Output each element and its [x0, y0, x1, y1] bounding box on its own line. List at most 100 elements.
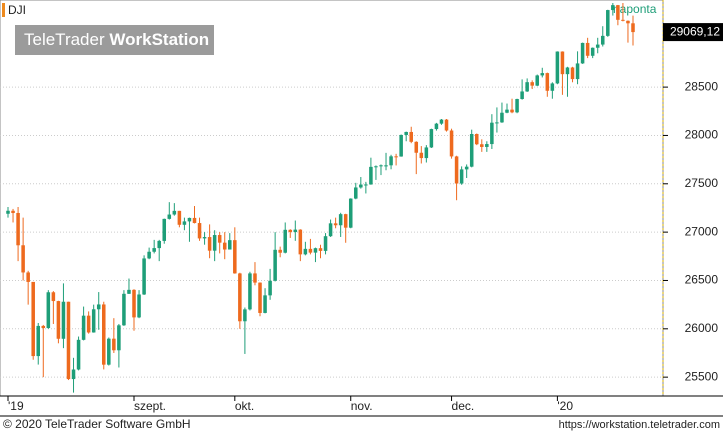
- candle-body: [157, 240, 161, 249]
- candle-body: [540, 73, 545, 76]
- candle-body: [570, 67, 575, 80]
- candle-body: [46, 292, 51, 329]
- candle-body: [611, 5, 615, 11]
- candle-body: [222, 242, 227, 250]
- candle-body: [102, 304, 106, 365]
- candle-body: [600, 35, 605, 45]
- x-tick-label: '19: [8, 399, 24, 413]
- candle-body: [595, 44, 600, 48]
- candle-body: [394, 156, 398, 158]
- candle-body: [76, 339, 81, 370]
- candle-body: [122, 293, 126, 326]
- symbol-marker: [2, 3, 5, 17]
- candle-body: [565, 67, 570, 75]
- candle-body: [530, 82, 534, 86]
- candle-body: [323, 236, 328, 251]
- candle-body: [253, 273, 257, 283]
- candle-body: [71, 369, 76, 380]
- candle-body: [364, 184, 368, 186]
- candle-body: [469, 133, 474, 167]
- footer-right: https://workstation.teletrader.com: [559, 419, 720, 431]
- candle-body: [379, 165, 383, 167]
- candle-body: [132, 289, 136, 318]
- candle-body: [550, 83, 555, 91]
- candle-body: [233, 240, 237, 274]
- candle-body: [16, 212, 20, 246]
- candle-body: [192, 217, 197, 224]
- candle-body: [535, 75, 539, 86]
- candle-body: [389, 156, 393, 166]
- candle-body: [107, 338, 111, 365]
- candle-body: [444, 119, 449, 131]
- candle-body: [162, 218, 167, 241]
- candle-body: [142, 258, 146, 295]
- candle-body: [207, 237, 212, 251]
- candle-body: [313, 248, 318, 253]
- candle-body: [434, 123, 439, 130]
- last-price-box: [663, 23, 723, 42]
- candle-body: [520, 91, 524, 99]
- candle-body: [228, 240, 232, 250]
- watermark-box: [15, 25, 214, 55]
- candle-body: [127, 289, 131, 294]
- candle-body: [495, 122, 499, 124]
- candle-body: [187, 217, 192, 222]
- candle-body: [6, 210, 10, 214]
- candle-body: [626, 20, 630, 24]
- x-tick-label: szept.: [134, 399, 166, 413]
- candle-body: [61, 301, 66, 339]
- candle-body: [510, 109, 514, 113]
- last-price-label: 29069,12: [670, 24, 720, 38]
- candle-body: [66, 301, 71, 380]
- candle-body: [41, 325, 46, 329]
- candle-body: [328, 223, 333, 237]
- candle-body: [505, 109, 509, 113]
- candle-body: [560, 51, 565, 75]
- candle-body: [51, 292, 56, 302]
- footer-left: © 2020 TeleTrader Software GmbH: [3, 417, 191, 431]
- candle-body: [112, 338, 116, 351]
- y-tick-label: 28000: [685, 128, 719, 142]
- candle-body: [248, 273, 252, 310]
- candle-body: [369, 166, 373, 185]
- candle-body: [454, 156, 459, 184]
- candle-body: [26, 272, 30, 282]
- candle-body: [449, 130, 454, 157]
- candle-body: [384, 165, 388, 167]
- y-tick-label: 27500: [685, 176, 719, 190]
- candle-body: [202, 237, 207, 239]
- candle-body: [21, 245, 25, 273]
- candle-body: [172, 210, 177, 215]
- x-tick-label: dec.: [452, 399, 475, 413]
- candle-body: [399, 134, 403, 157]
- candle-body: [404, 131, 408, 135]
- y-tick-label: 28500: [685, 79, 719, 93]
- candle-body: [374, 166, 378, 168]
- candle-body: [525, 82, 529, 92]
- candle-body: [606, 10, 610, 36]
- candle-body: [31, 281, 35, 357]
- candle-body: [343, 214, 348, 228]
- candle-body: [268, 280, 272, 296]
- candle-body: [182, 221, 187, 225]
- watermark-bold: WorkStation: [109, 30, 209, 49]
- candle-body: [631, 23, 635, 33]
- candle-body: [439, 119, 444, 124]
- candle-body: [409, 131, 413, 142]
- candle-body: [177, 210, 182, 225]
- candle-body: [414, 141, 419, 153]
- candle-body: [217, 235, 222, 243]
- candle-body: [616, 5, 620, 20]
- watermark: TeleTrader WorkStation: [24, 30, 209, 49]
- candle-body: [137, 294, 141, 318]
- candle-body: [117, 325, 121, 351]
- candle-body: [580, 42, 585, 64]
- candle-body: [545, 73, 550, 91]
- candle-body: [147, 251, 151, 259]
- symbol: DJI: [8, 3, 26, 17]
- candle-body: [474, 133, 479, 145]
- x-tick-label: '20: [557, 399, 573, 413]
- candle-body: [152, 248, 156, 252]
